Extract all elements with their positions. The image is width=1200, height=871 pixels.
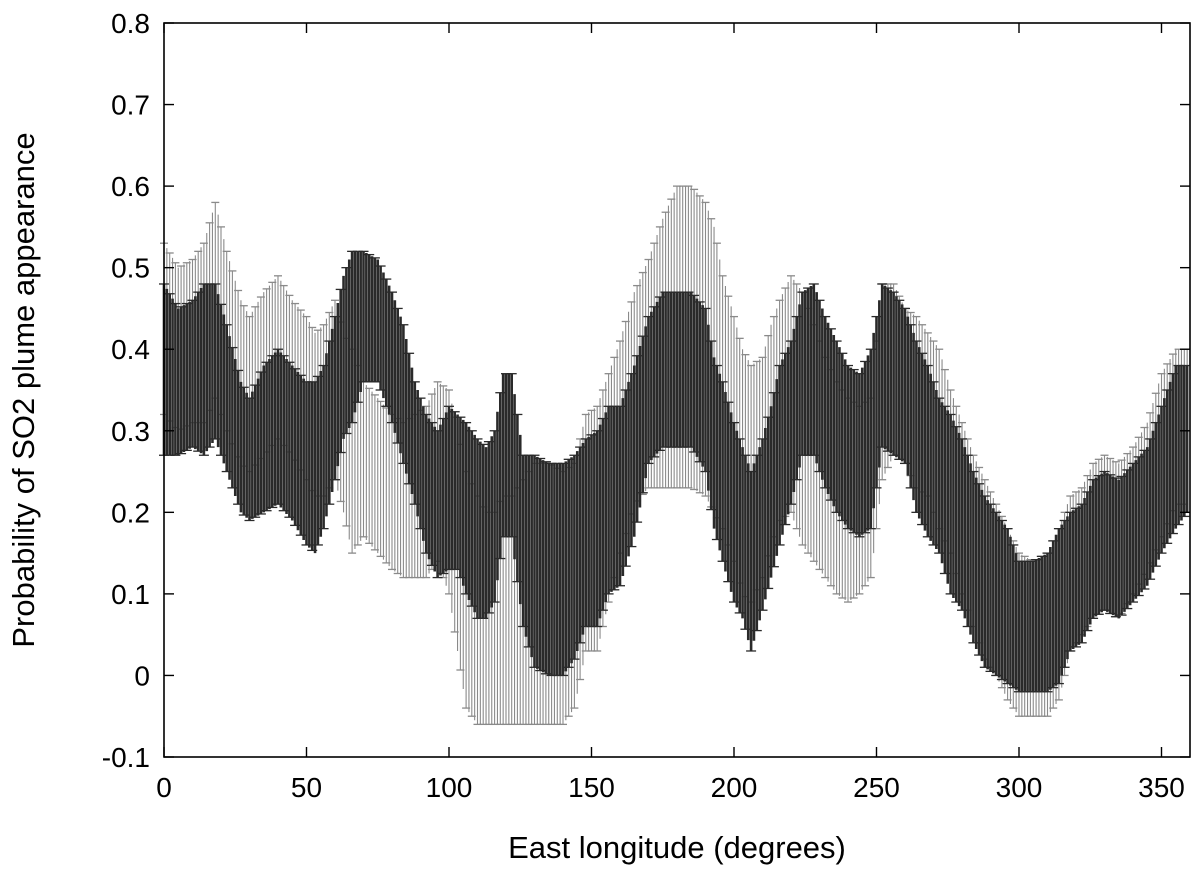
x-tick-label: 300 (996, 772, 1043, 803)
x-tick-label: 100 (426, 772, 473, 803)
dark-series-error-bars (159, 250, 1190, 693)
y-tick-label: 0.7 (111, 90, 150, 121)
y-tick-label: 0.4 (111, 334, 150, 365)
y-axis-tick-labels: -0.1 0 0.1 0.2 0.3 0.4 0.5 0.6 0.7 0.8 (102, 8, 150, 773)
x-axis-label: East longitude (degrees) (508, 830, 846, 865)
x-axis-tick-labels: 0 50 100 150 200 250 300 350 (156, 772, 1185, 803)
plot-frame (163, 22, 1191, 758)
y-tick-label: 0.2 (111, 497, 150, 528)
x-tick-label: 50 (291, 772, 322, 803)
x-tick-label: 350 (1138, 772, 1185, 803)
y-tick-label: 0 (134, 660, 150, 691)
y-tick-label: 0.8 (111, 8, 150, 39)
y-tick-label: 0.6 (111, 171, 150, 202)
y-axis-label: Probability of SO2 plume appearance (6, 132, 41, 647)
x-tick-label: 150 (568, 772, 615, 803)
y-tick-label: 0.3 (111, 416, 150, 447)
x-tick-label: 250 (853, 772, 900, 803)
y-tick-label: -0.1 (102, 742, 150, 773)
y-tick-label: 0.1 (111, 579, 150, 610)
x-tick-label: 200 (711, 772, 758, 803)
y-tick-label: 0.5 (111, 253, 150, 284)
plot-area (159, 22, 1191, 758)
x-tick-label: 0 (156, 772, 172, 803)
